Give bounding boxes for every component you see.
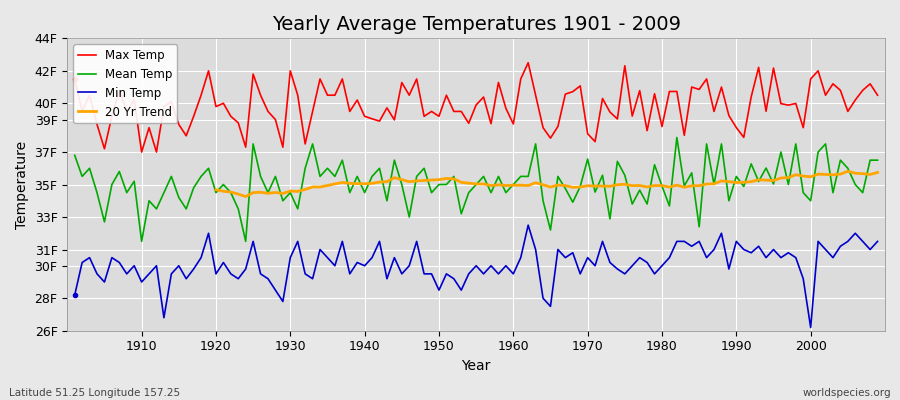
20 Yr Trend: [500, 183, 511, 188]
Max Temp: [516, 76, 526, 81]
Line: Min Temp: Min Temp: [75, 225, 878, 328]
Title: Yearly Average Temperatures 1901 - 2009: Yearly Average Temperatures 1901 - 2009: [272, 15, 680, 34]
Mean Temp: [671, 135, 682, 140]
Mean Temp: [872, 158, 883, 162]
Mean Temp: [516, 174, 526, 179]
20 Yr Trend: [337, 180, 347, 185]
Min Temp: [69, 292, 80, 297]
Mean Temp: [136, 239, 147, 244]
Max Temp: [300, 142, 310, 146]
Min Temp: [806, 325, 816, 330]
Min Temp: [872, 239, 883, 244]
Max Temp: [612, 116, 623, 121]
Max Temp: [69, 76, 80, 81]
Min Temp: [605, 260, 616, 265]
Text: worldspecies.org: worldspecies.org: [803, 388, 891, 398]
Max Temp: [872, 93, 883, 98]
Mean Temp: [508, 182, 518, 187]
20 Yr Trend: [597, 184, 608, 188]
Max Temp: [345, 109, 356, 114]
20 Yr Trend: [508, 183, 518, 188]
Text: Latitude 51.25 Longitude 157.25: Latitude 51.25 Longitude 157.25: [9, 388, 180, 398]
Mean Temp: [129, 179, 140, 184]
Mean Temp: [300, 166, 310, 171]
Mean Temp: [345, 190, 356, 195]
Line: Mean Temp: Mean Temp: [75, 138, 878, 241]
Min Temp: [129, 263, 140, 268]
Line: 20 Yr Trend: 20 Yr Trend: [216, 171, 878, 196]
Min Temp: [337, 239, 347, 244]
Legend: Max Temp, Mean Temp, Min Temp, 20 Yr Trend: Max Temp, Mean Temp, Min Temp, 20 Yr Tre…: [73, 44, 177, 123]
Max Temp: [136, 150, 147, 154]
Min Temp: [500, 263, 511, 268]
Mean Temp: [605, 216, 616, 221]
Min Temp: [523, 223, 534, 228]
Min Temp: [292, 239, 303, 244]
Max Temp: [129, 98, 140, 102]
Y-axis label: Temperature: Temperature: [15, 140, 29, 228]
20 Yr Trend: [872, 170, 883, 175]
Line: Max Temp: Max Temp: [75, 63, 878, 152]
Max Temp: [508, 122, 518, 126]
X-axis label: Year: Year: [462, 359, 490, 373]
Mean Temp: [69, 153, 80, 158]
Max Temp: [523, 60, 534, 65]
20 Yr Trend: [292, 189, 303, 194]
Min Temp: [508, 272, 518, 276]
